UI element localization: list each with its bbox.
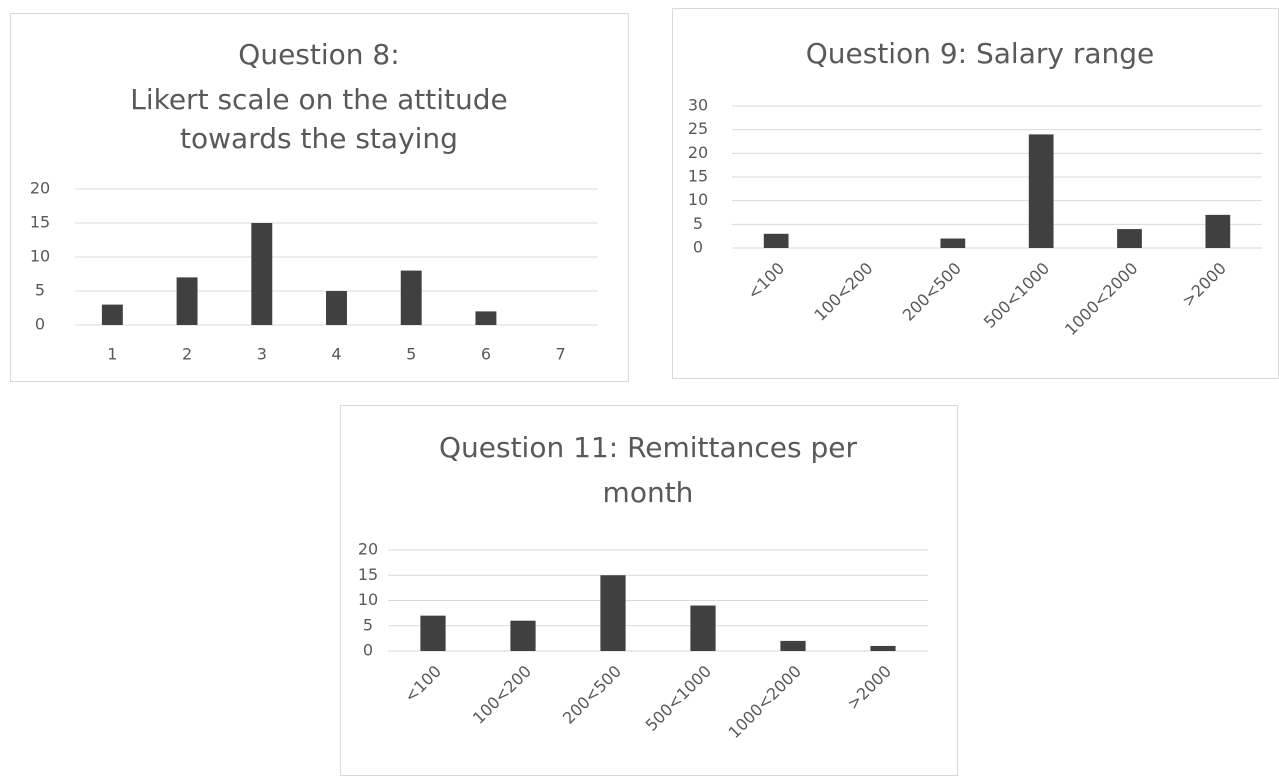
- y-tick-label: 10: [688, 190, 708, 209]
- chart-panel: [340, 405, 958, 776]
- bar: [326, 291, 347, 325]
- bar: [510, 620, 536, 651]
- y-tick-label: 15: [688, 167, 708, 186]
- y-tick-label: 10: [30, 247, 50, 266]
- y-tick-label: 0: [35, 315, 45, 334]
- chart-title: Question 9: Salary range: [806, 37, 1155, 70]
- chart-title: Question 8:: [238, 38, 399, 71]
- bar: [870, 645, 896, 651]
- y-tick-label: 0: [363, 641, 373, 660]
- y-tick-label: 30: [688, 96, 708, 115]
- bar: [600, 575, 626, 651]
- bar: [780, 640, 806, 651]
- bar: [690, 605, 716, 651]
- y-tick-label: 20: [358, 540, 378, 559]
- bar: [475, 311, 497, 325]
- bar: [420, 615, 446, 651]
- y-tick-label: 0: [693, 238, 703, 257]
- bar: [1028, 134, 1054, 248]
- y-tick-label: 15: [358, 565, 378, 584]
- y-tick-label: 10: [358, 590, 378, 609]
- bar: [1117, 229, 1142, 248]
- bar: [101, 304, 123, 325]
- bar: [251, 223, 273, 325]
- y-tick-label: 20: [688, 143, 708, 162]
- chart-panel: [672, 8, 1279, 379]
- bar: [763, 233, 789, 248]
- bar: [176, 277, 198, 325]
- chart-title: towards the staying: [180, 122, 458, 155]
- x-tick-label: 4: [331, 345, 341, 364]
- x-tick-label: 3: [257, 345, 267, 364]
- x-tick-label: 1: [107, 345, 117, 364]
- y-tick-label: 20: [30, 179, 50, 198]
- bar: [1205, 214, 1231, 248]
- bar: [400, 270, 422, 325]
- bar: [940, 238, 966, 248]
- chart-title: month: [603, 476, 694, 509]
- chart-title: Question 11: Remittances per: [439, 431, 858, 464]
- y-tick-label: 25: [688, 119, 708, 138]
- x-tick-label: 6: [481, 345, 491, 364]
- y-tick-label: 5: [363, 615, 373, 634]
- x-tick-label: 2: [182, 345, 192, 364]
- x-tick-label: 5: [406, 345, 416, 364]
- y-tick-label: 15: [30, 213, 50, 232]
- chart-title: Likert scale on the attitude: [130, 83, 508, 116]
- y-tick-label: 5: [693, 214, 703, 233]
- x-tick-label: 7: [556, 345, 566, 364]
- y-tick-label: 5: [35, 281, 45, 300]
